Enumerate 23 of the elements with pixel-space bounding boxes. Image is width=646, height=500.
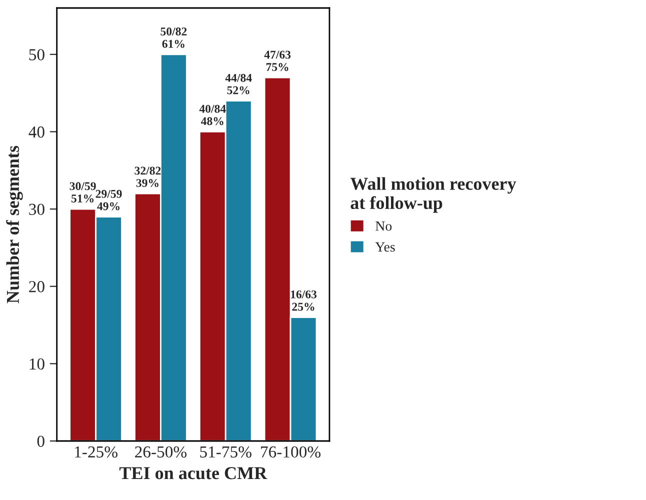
x-tick-label: 76-100% — [261, 446, 320, 458]
y-tick-label: 30 — [29, 204, 44, 215]
legend-title: Wall motion recovery at follow-up — [350, 177, 516, 213]
legend-label: No — [376, 222, 392, 231]
x-tick-label: 51-75% — [200, 446, 252, 458]
x-axis-title: TEI on acute CMR — [119, 467, 268, 480]
data-label: 16/63 25% — [291, 290, 317, 311]
y-tick-label: 50 — [29, 49, 44, 60]
legend-label: Yes — [375, 242, 395, 252]
data-label: 47/63 75% — [264, 50, 291, 72]
data-label: 50/82 61% — [160, 28, 187, 48]
data-label: 29/59 49% — [96, 190, 122, 210]
y-tick-label: 10 — [30, 358, 44, 370]
y-tick-label: 20 — [29, 281, 44, 292]
data-label: 44/84 52% — [225, 74, 252, 94]
y-tick-label: 0 — [37, 436, 44, 447]
x-tick-label: 1-25% — [75, 446, 118, 458]
data-label: 30/59 51% — [70, 182, 96, 203]
data-label: 40/84 48% — [199, 104, 226, 126]
x-tick-label: 26-50% — [135, 446, 187, 458]
y-axis-title: Number of segments — [6, 146, 23, 304]
y-tick-label: 40 — [28, 126, 44, 138]
data-label: 32/82 39% — [134, 166, 161, 188]
